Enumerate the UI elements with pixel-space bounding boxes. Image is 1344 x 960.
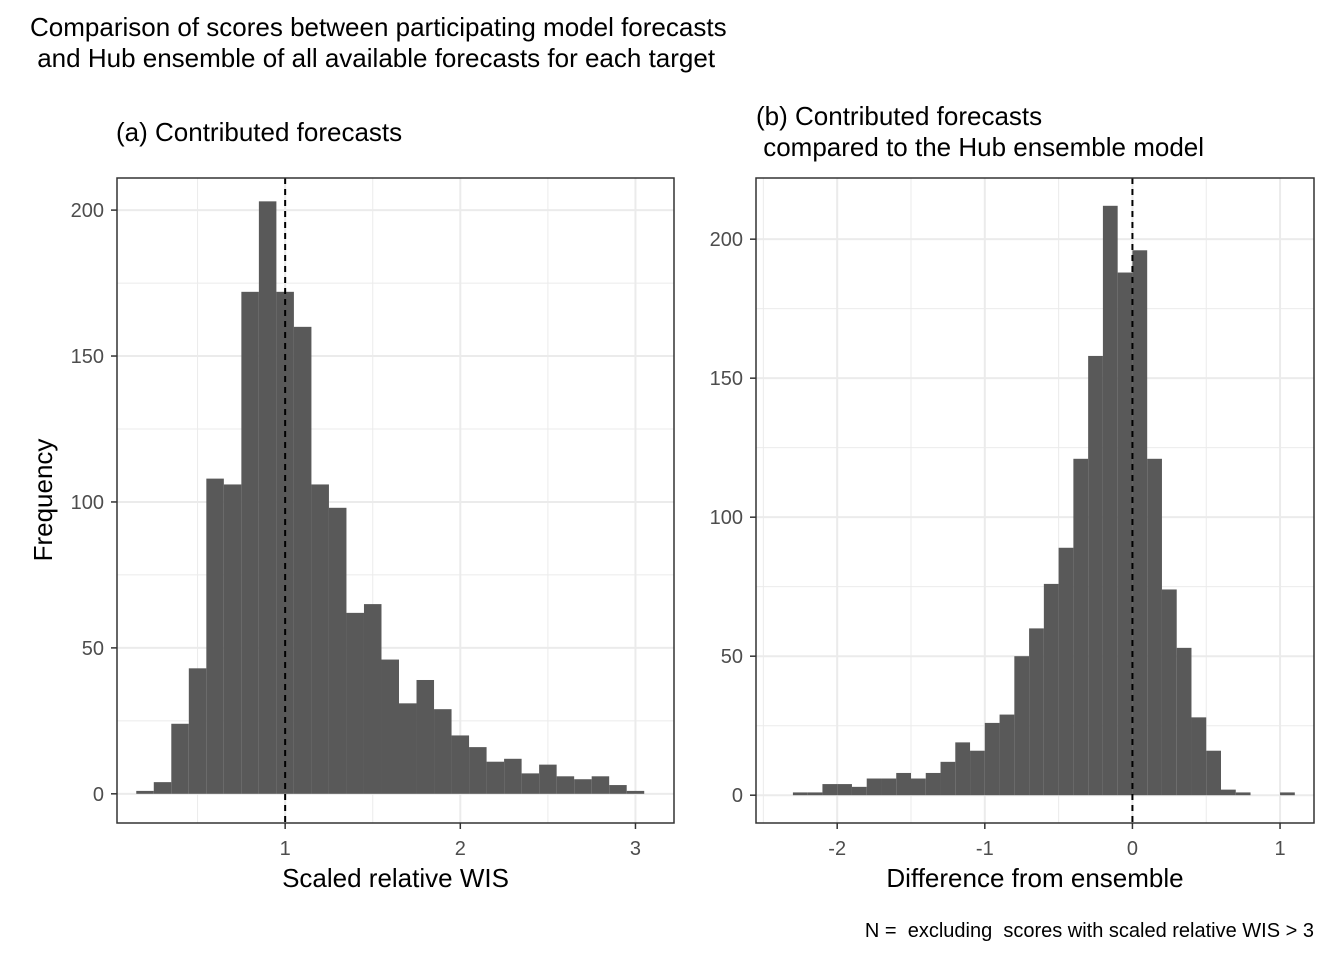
- panel-b-bar: [1147, 458, 1162, 796]
- figure-title: Comparison of scores between participati…: [30, 12, 727, 73]
- panel-a-bar: [241, 291, 259, 794]
- panel-a-border: [116, 177, 675, 824]
- panel-b-x-axis-title: Difference from ensemble: [886, 863, 1183, 893]
- panel-b-x-tick-label: 1: [1274, 838, 1285, 860]
- panel-a-bar: [504, 758, 522, 794]
- panel-b-x-tick-label: 0: [1127, 838, 1138, 860]
- panel-b: -2 -1 0 1 0 50 100 150 200 Difference from ensemb…: [710, 177, 1315, 893]
- panel-b-bar: [1221, 789, 1236, 796]
- panel-a-bar: [469, 747, 487, 794]
- panel-a-bar: [258, 201, 277, 794]
- panel-a-y-tick-label: 50: [82, 638, 104, 660]
- panel-b-y-tick-label: 50: [721, 646, 743, 668]
- panel-b-bar: [1191, 717, 1207, 796]
- panel-b-bar: [792, 792, 808, 796]
- panel-b-bar: [837, 784, 852, 796]
- panel-a-bar: [171, 723, 189, 794]
- panel-b-border: [755, 177, 1315, 824]
- panel-a-bar: [574, 779, 592, 794]
- panel-a: 1 2 3 0 50 100 150 200 Scaled relative WIS: [71, 177, 675, 893]
- panel-a-bar: [399, 703, 417, 794]
- panel-b-bar: [1206, 750, 1221, 796]
- panel-b-bar: [896, 772, 911, 796]
- panel-b-bar: [1176, 647, 1192, 796]
- y-axis-title: Frequency: [28, 439, 58, 562]
- panel-b-bar: [1073, 458, 1089, 796]
- panel-a-bar: [363, 604, 382, 794]
- panel-b-bar: [881, 778, 897, 796]
- panel-a-bar: [451, 735, 470, 794]
- panel-b-bar: [1132, 250, 1148, 796]
- panel-b-bar: [911, 778, 926, 796]
- panel-a-bar: [434, 709, 452, 794]
- panel-a-bar: [539, 764, 557, 794]
- panel-b-bar: [866, 778, 882, 796]
- panel-b-bar: [822, 784, 838, 796]
- panel-b-bar: [1088, 355, 1103, 796]
- panel-b-x-tick-label: -2: [828, 838, 846, 860]
- figure-caption: N = excluding scores with scaled relativ…: [864, 920, 1314, 942]
- panel-b-bar: [925, 772, 941, 796]
- panel-a-bar: [416, 679, 435, 794]
- panel-a-bar: [591, 776, 610, 794]
- panel-a-bar: [556, 776, 575, 794]
- panel-b-y-tick-label: 150: [710, 368, 743, 390]
- panel-a-bar: [609, 785, 627, 794]
- panel-b-y-tick-label: 200: [710, 229, 743, 251]
- panel-a-y-tick-label: 150: [71, 346, 104, 368]
- panel-b-bar: [1117, 272, 1133, 796]
- panel-b-y-tick-label: 100: [710, 507, 743, 529]
- panel-a-title: (a) Contributed forecasts: [116, 117, 403, 147]
- panel-b-y-tick-label: 0: [732, 785, 743, 807]
- panel-a-x-axis-title: Scaled relative WIS: [282, 863, 509, 893]
- panel-b-bar: [999, 714, 1015, 796]
- panel-a-bar: [486, 761, 505, 794]
- panel-a-bar: [206, 478, 224, 794]
- panel-a-bar: [153, 782, 172, 794]
- panel-a-bar: [188, 668, 207, 794]
- panel-a-x-tick-label: 2: [455, 838, 466, 860]
- panel-a-bar: [381, 659, 400, 794]
- panel-b-x-tick-label: -1: [976, 838, 994, 860]
- panel-b-bar: [1280, 792, 1295, 796]
- panel-a-bar: [521, 773, 540, 794]
- panel-a-bar: [311, 484, 329, 794]
- panel-b-bar: [851, 786, 867, 796]
- panel-b-bar: [970, 750, 985, 796]
- panel-b-bar: [1029, 628, 1044, 796]
- panel-b-title: (b) Contributed forecasts compared to th…: [756, 101, 1205, 162]
- panel-b-bar: [984, 722, 1000, 796]
- panel-a-bar: [136, 790, 154, 794]
- panel-a-x-tick-label: 3: [630, 838, 641, 860]
- panel-b-bar: [1014, 656, 1030, 796]
- panel-a-bar: [626, 790, 645, 794]
- panel-b-bar: [1161, 589, 1177, 796]
- panel-b-bar: [1102, 205, 1118, 796]
- panel-a-bar: [293, 326, 312, 794]
- panel-b-bar: [940, 761, 956, 796]
- panel-a-bar: [346, 612, 364, 794]
- panel-a-y-tick-label: 100: [71, 492, 104, 514]
- panel-b-bar: [955, 742, 971, 796]
- panel-a-y-tick-label: 200: [71, 200, 104, 222]
- panel-a-bar: [223, 484, 242, 794]
- panel-b-bar: [807, 792, 823, 796]
- panel-a-y-tick-label: 0: [93, 784, 104, 806]
- panel-b-bar: [1058, 547, 1074, 796]
- panel-a-x-tick-label: 1: [280, 838, 291, 860]
- panel-b-bar: [1235, 792, 1251, 796]
- panel-a-bar: [328, 507, 347, 794]
- panel-b-bar: [1043, 583, 1059, 796]
